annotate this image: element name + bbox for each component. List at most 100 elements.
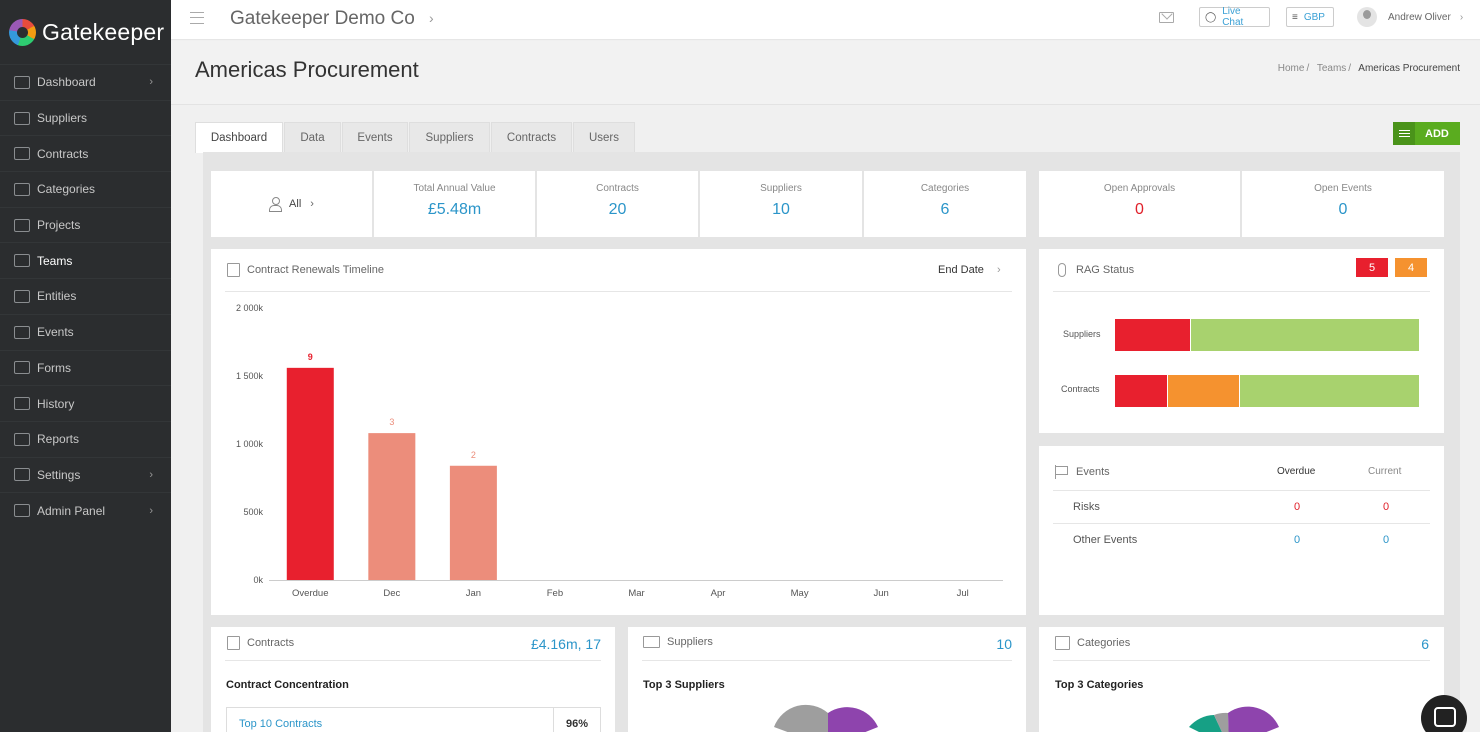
live-chat-label: Live Chat [1222,6,1244,28]
logo[interactable]: Gatekeeper [0,0,171,64]
bar-jan[interactable] [449,465,497,580]
stat-suppliers[interactable]: Suppliers 10 [700,171,862,237]
suppliers-panel-title: Suppliers [667,636,713,648]
entities-icon [14,289,30,303]
user-menu[interactable]: Andrew Oliver › [1357,7,1463,27]
tab-contracts[interactable]: Contracts [491,122,572,152]
contracts-panel-value[interactable]: £4.16m, 17 [530,636,601,652]
events-row-label: Risks [1073,501,1100,513]
add-button[interactable]: ADD [1393,122,1460,145]
sidebar-item-teams[interactable]: Teams [0,242,171,278]
categories-panel-value[interactable]: 6 [1421,636,1429,652]
tab-users[interactable]: Users [573,122,635,152]
breadcrumb-home[interactable]: Home [1277,63,1305,74]
briefcase-icon [643,636,660,648]
company-name[interactable]: Gatekeeper Demo Co [230,8,415,29]
chat-widget-icon[interactable] [1421,695,1467,732]
tab-dashboard[interactable]: Dashboard [195,122,283,153]
suppliers-panel-value[interactable]: 10 [996,636,1012,652]
sidebar-item-settings[interactable]: Settings › [0,456,171,493]
rag-suppliers-bar[interactable] [1115,319,1420,351]
menu-toggle-icon[interactable] [190,12,204,24]
rag-row-label: Contracts [1061,384,1100,394]
stat-total-annual-value[interactable]: Total Annual Value £5.48m [374,171,535,237]
rag-badge-amber[interactable]: 4 [1395,258,1427,277]
events-title: Events [1076,466,1110,478]
contract-concentration-row[interactable]: Top 10 Contracts 96% [226,707,601,732]
sidebar-item-entities[interactable]: Entities [0,278,171,314]
tab-data[interactable]: Data [284,122,341,152]
tab-suppliers[interactable]: Suppliers [409,122,490,152]
team-filter[interactable]: All › [211,171,372,237]
x-tick-label: Jun [874,588,889,599]
pie-slice [774,704,828,732]
chevron-right-icon: › [149,504,153,517]
sidebar-item-contracts[interactable]: Contracts [0,135,171,171]
rag-segment[interactable] [1240,375,1420,407]
rag-segment[interactable] [1115,319,1192,351]
sidebar-item-categories[interactable]: Categories [0,171,171,207]
sidebar-item-label: Suppliers [37,111,88,126]
end-date-selector[interactable]: End Date › [938,264,1001,276]
sidebar-item-label: Projects [37,218,81,233]
bar-data-label: 9 [308,352,313,362]
breadcrumb-current: Americas Procurement [1358,63,1460,74]
mail-icon[interactable] [1159,12,1174,23]
x-tick-label: Dec [383,588,400,599]
renewals-bar-chart: 0k 500k 1 000k 1 500k 2 000k 9 Overdue 3 Dec 2 Jan… [236,303,1003,599]
paperclip-icon [1058,263,1066,277]
risks-current-value[interactable]: 0 [1383,501,1390,513]
rag-row-label: Suppliers [1063,329,1101,339]
rag-badge-red[interactable]: 5 [1356,258,1388,277]
user-chevron-icon: › [1459,11,1464,23]
timeline-card: Contract Renewals Timeline End Date › 0k… [211,249,1026,615]
top-10-contracts-link[interactable]: Top 10 Contracts [227,708,554,732]
suppliers-icon [14,111,30,125]
tab-events[interactable]: Events [342,122,408,152]
sidebar-item-history[interactable]: History [0,385,171,421]
sidebar-item-events[interactable]: Events [0,313,171,350]
sidebar-item-reports[interactable]: Reports [0,420,171,457]
suppliers-card [628,627,1026,732]
contracts-panel-title: Contracts [247,637,295,649]
bar-dec[interactable] [368,433,416,580]
x-tick-label: Overdue [292,588,328,599]
currency-button[interactable]: ≡ GBP [1286,7,1334,27]
x-tick-label: Feb [547,588,563,599]
sidebar-item-dashboard[interactable]: Dashboard › [0,64,171,100]
chevron-right-icon: › [149,76,153,89]
stat-contracts[interactable]: Contracts 20 [537,171,698,237]
stat-value: 0 [1338,201,1348,218]
company-chevron-icon[interactable]: › [429,10,434,26]
risks-overdue-value[interactable]: 0 [1294,501,1301,513]
sidebar: Gatekeeper Dashboard › Suppliers Contracts C… [0,0,171,732]
stat-label: Categories [920,183,970,194]
chevron-right-icon: › [149,468,153,481]
events-card: Events Overdue Current Risks 0 0 Other E… [1039,446,1444,615]
stat-open-approvals[interactable]: Open Approvals 0 [1039,171,1240,237]
other-events-current-value[interactable]: 0 [1383,534,1390,546]
rag-contracts-bar[interactable] [1115,375,1420,407]
events-col-overdue: Overdue [1277,466,1316,477]
settings-icon [14,468,30,482]
breadcrumb-teams[interactable]: Teams [1316,63,1347,74]
contracts-card: Top 10 Contracts 96% [211,627,615,732]
live-chat-button[interactable]: ◯ Live Chat [1199,6,1270,28]
bar-overdue[interactable] [286,367,334,580]
other-events-overdue-value[interactable]: 0 [1294,534,1301,546]
sidebar-item-label: Reports [37,432,80,447]
flag-icon [1055,465,1068,479]
categories-panel-head: Categories [1055,636,1130,650]
rag-segment[interactable] [1115,375,1169,407]
stat-open-events[interactable]: Open Events 0 [1242,171,1444,237]
contracts-panel-head: Contracts [227,636,294,650]
sidebar-item-admin-panel[interactable]: Admin Panel › [0,492,171,528]
chevron-right-icon: › [996,264,1001,276]
stat-categories[interactable]: Categories 6 [864,171,1026,237]
sidebar-item-suppliers[interactable]: Suppliers [0,99,171,136]
sidebar-item-projects[interactable]: Projects [0,206,171,243]
bar-data-label: 3 [389,417,394,427]
rag-segment[interactable] [1168,375,1241,407]
sidebar-item-forms[interactable]: Forms [0,349,171,386]
rag-segment[interactable] [1191,319,1420,351]
